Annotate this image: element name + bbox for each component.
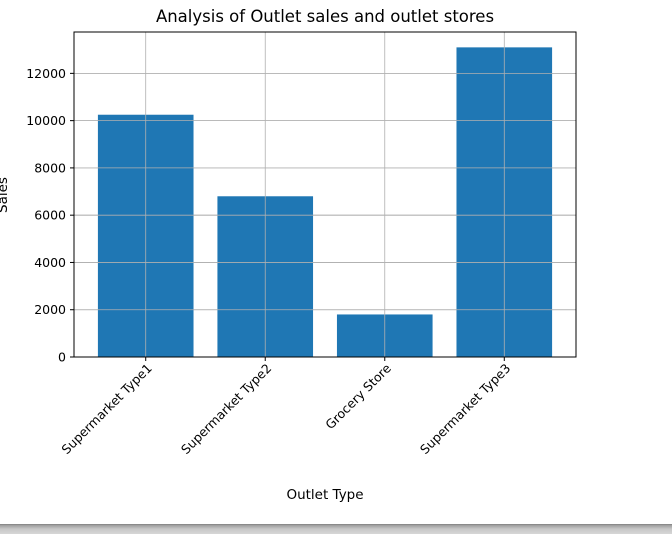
y-tick-label: 10000 — [26, 113, 66, 128]
x-axis-label: Outlet Type — [286, 487, 363, 503]
plot-frame — [73, 31, 577, 358]
y-axis-label: Sales — [0, 177, 11, 213]
vertical-grid-lines — [74, 32, 576, 357]
y-axis-ticks: 0 2000 4000 6000 8000 10000 12000 — [26, 66, 74, 365]
x-tick-label: Supermarket Type1 — [58, 361, 154, 457]
y-tick-label: 12000 — [26, 66, 66, 81]
x-tick-label: Supermarket Type2 — [178, 361, 274, 457]
y-tick-label: 6000 — [34, 208, 66, 223]
y-tick-label: 2000 — [34, 302, 66, 317]
x-axis-ticks: Supermarket Type1 Supermarket Type2 Grocer… — [58, 357, 513, 457]
y-tick-label: 0 — [58, 350, 66, 365]
chart-title: Analysis of Outlet sales and outlet stor… — [156, 7, 494, 26]
bars — [97, 47, 553, 358]
x-tick-label: Grocery Store — [322, 360, 394, 432]
y-tick-label: 8000 — [34, 160, 66, 175]
x-tick-label: Supermarket Type3 — [417, 361, 513, 457]
window-bottom-edge — [0, 524, 672, 534]
y-tick-label: 4000 — [34, 255, 66, 270]
